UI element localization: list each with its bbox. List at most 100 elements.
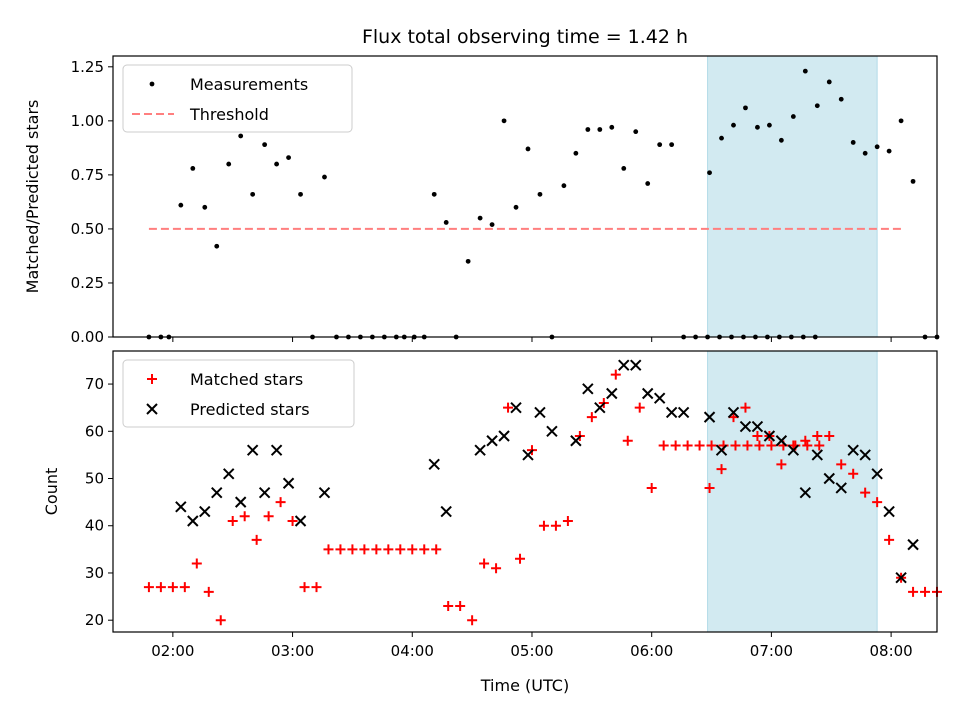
data-point xyxy=(226,161,232,167)
x-axis-ticks: 02:00 03:00 04:00 05:00 06:00 07:00 08:00 xyxy=(151,632,913,660)
matched-marker xyxy=(730,440,741,451)
y-tick-label: 0.25 xyxy=(71,274,104,292)
matched-marker xyxy=(503,402,514,413)
matched-marker xyxy=(752,431,763,442)
matched-marker xyxy=(754,440,765,451)
data-point xyxy=(645,181,651,186)
data-point xyxy=(262,142,268,148)
data-point xyxy=(669,142,675,148)
matched-marker xyxy=(740,402,751,413)
predicted-marker xyxy=(486,435,498,447)
matched-marker xyxy=(467,615,478,626)
x-tick-label: 08:00 xyxy=(869,642,912,660)
data-point xyxy=(731,122,736,128)
x-axis-ticks xyxy=(172,337,892,342)
matched-marker xyxy=(872,497,883,508)
y-tick-label: 40 xyxy=(85,517,104,535)
y-tick-label: 1.00 xyxy=(71,112,104,130)
y-tick-label: 50 xyxy=(85,470,104,488)
x-tick-label: 04:00 xyxy=(391,642,434,660)
predicted-marker xyxy=(739,420,752,433)
matched-marker xyxy=(694,440,705,451)
matched-marker xyxy=(359,544,370,555)
plot-frame xyxy=(112,55,938,338)
data-point xyxy=(238,133,244,139)
y-axis-label: Matched/Predicted stars xyxy=(23,100,42,294)
data-point xyxy=(573,150,579,156)
matched-marker xyxy=(371,544,382,555)
data-point xyxy=(767,122,772,128)
legend-label: Predicted stars xyxy=(190,400,310,419)
series-measurements xyxy=(146,68,940,340)
data-point xyxy=(525,146,531,152)
matched-marker xyxy=(155,582,166,593)
predicted-marker xyxy=(510,401,522,414)
matched-marker xyxy=(704,482,715,493)
predicted-marker xyxy=(534,406,546,419)
plot-frame xyxy=(112,350,938,633)
matched-marker xyxy=(562,516,573,527)
matched-marker xyxy=(682,440,693,451)
top-panel: 0.00 0.25 0.50 0.75 1.00 1.25 Matched/Predicte… xyxy=(23,55,940,346)
predicted-marker xyxy=(630,359,642,371)
matched-marker xyxy=(706,440,717,451)
predicted-marker xyxy=(246,444,259,456)
data-point xyxy=(802,68,808,74)
matched-marker xyxy=(634,402,645,413)
legend-marker xyxy=(149,81,155,87)
matched-marker xyxy=(263,511,274,522)
data-point xyxy=(910,178,916,184)
y-tick-label: 60 xyxy=(85,422,104,440)
matched-marker xyxy=(766,440,777,451)
matched-marker xyxy=(443,601,454,612)
matched-marker xyxy=(167,582,178,593)
data-point xyxy=(443,220,449,225)
data-point xyxy=(874,144,880,150)
predicted-marker xyxy=(546,425,558,437)
predicted-marker xyxy=(428,458,440,471)
predicted-marker xyxy=(907,538,919,551)
predicted-marker xyxy=(258,486,271,499)
predicted-marker xyxy=(823,472,835,485)
predicted-marker xyxy=(606,387,618,400)
predicted-marker xyxy=(199,505,211,518)
data-point xyxy=(322,174,327,180)
y-tick-label: 70 xyxy=(85,375,104,393)
legend-marker xyxy=(147,374,157,384)
data-point xyxy=(850,140,856,145)
predicted-marker xyxy=(895,571,907,584)
matched-marker xyxy=(586,412,597,423)
data-point xyxy=(621,166,627,171)
chart-title: Flux total observing time = 1.42 h xyxy=(362,26,688,48)
data-point xyxy=(778,137,784,143)
matched-marker xyxy=(491,563,502,574)
matched-marker xyxy=(239,511,250,522)
matched-marker xyxy=(455,601,466,612)
data-point xyxy=(190,166,196,171)
matched-marker xyxy=(431,544,442,555)
series-matched-stars xyxy=(143,369,942,626)
legend-marker xyxy=(146,403,158,415)
series-predicted-stars xyxy=(175,359,919,584)
predicted-marker xyxy=(211,486,223,499)
matched-marker xyxy=(179,582,190,593)
data-point xyxy=(790,114,796,119)
data-point xyxy=(286,155,291,160)
data-point xyxy=(513,204,519,210)
predicted-marker xyxy=(618,359,630,371)
predicted-marker xyxy=(847,444,859,456)
data-point xyxy=(814,103,820,109)
predicted-marker xyxy=(187,515,199,527)
y-tick-label: 20 xyxy=(85,611,104,629)
predicted-marker xyxy=(727,406,740,419)
legend-label: Threshold xyxy=(189,105,269,124)
matched-marker xyxy=(550,520,561,531)
matched-marker xyxy=(836,459,847,470)
y-tick-label: 0.50 xyxy=(71,220,104,238)
x-axis-label: Time (UTC) xyxy=(480,676,569,695)
x-tick-label: 02:00 xyxy=(151,642,194,660)
data-point xyxy=(178,202,184,208)
matched-marker xyxy=(884,534,895,545)
matched-marker xyxy=(802,440,813,451)
data-point xyxy=(597,127,603,132)
